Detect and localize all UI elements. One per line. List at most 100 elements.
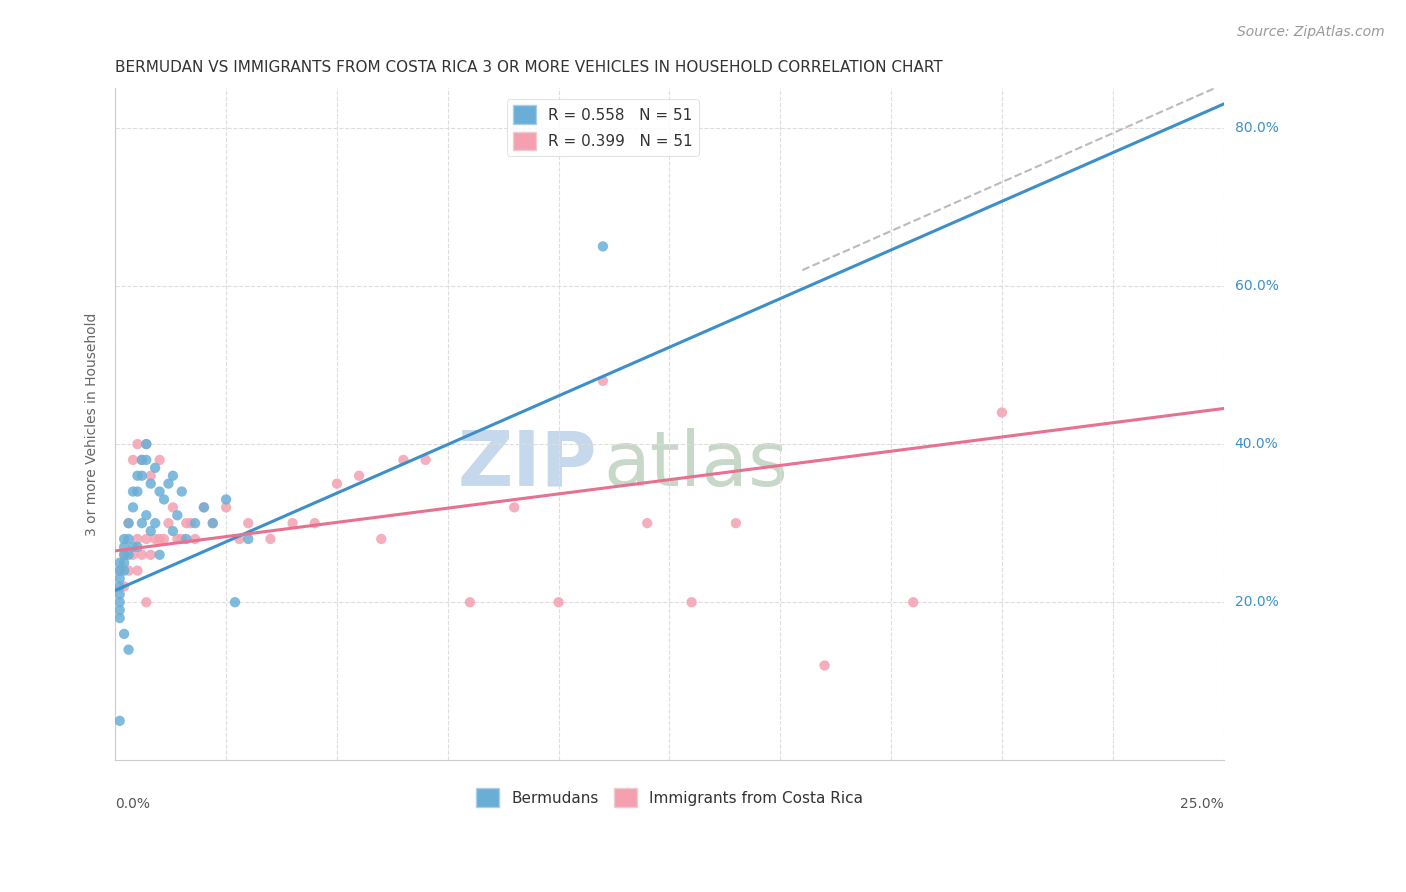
Point [112, 540, 135, 554]
Text: 25.0%: 25.0% [1180, 797, 1223, 812]
Point [215, 500, 238, 515]
Point [170, 484, 193, 499]
Point [127, 564, 149, 578]
Point [991, 405, 1014, 419]
Text: Source: ZipAtlas.com: Source: ZipAtlas.com [1237, 25, 1385, 39]
Point [135, 437, 157, 451]
Point [503, 500, 526, 515]
Point [193, 500, 215, 515]
Text: 20.0%: 20.0% [1234, 595, 1278, 609]
Point [162, 468, 184, 483]
Point [143, 516, 166, 531]
Point [153, 492, 176, 507]
Point [117, 548, 139, 562]
Point [139, 548, 162, 562]
Point [108, 714, 131, 728]
Point [127, 437, 149, 451]
Point [149, 484, 172, 499]
Point [131, 453, 153, 467]
Point [135, 453, 157, 467]
Text: BERMUDAN VS IMMIGRANTS FROM COSTA RICA 3 OR MORE VEHICLES IN HOUSEHOLD CORRELATI: BERMUDAN VS IMMIGRANTS FROM COSTA RICA 3… [115, 60, 943, 75]
Point [117, 564, 139, 578]
Point [117, 516, 139, 531]
Point [131, 468, 153, 483]
Point [903, 595, 925, 609]
Point [112, 556, 135, 570]
Point [122, 484, 145, 499]
Point [108, 556, 131, 570]
Point [224, 595, 246, 609]
Point [238, 532, 260, 546]
Point [281, 516, 304, 531]
Point [108, 587, 131, 601]
Point [201, 516, 224, 531]
Point [143, 460, 166, 475]
Point [135, 508, 157, 523]
Point [174, 516, 197, 531]
Point [117, 642, 139, 657]
Point [162, 500, 184, 515]
Point [135, 437, 157, 451]
Point [131, 516, 153, 531]
Point [238, 516, 260, 531]
Point [117, 516, 139, 531]
Point [135, 595, 157, 609]
Point [392, 453, 415, 467]
Point [122, 540, 145, 554]
Point [547, 595, 569, 609]
Point [112, 532, 135, 546]
Point [122, 548, 145, 562]
Point [112, 627, 135, 641]
Point [347, 468, 370, 483]
Point [127, 532, 149, 546]
Point [127, 468, 149, 483]
Point [724, 516, 747, 531]
Point [813, 658, 835, 673]
Point [108, 564, 131, 578]
Point [153, 532, 176, 546]
Point [108, 603, 131, 617]
Point [135, 532, 157, 546]
Point [149, 453, 172, 467]
Point [166, 532, 188, 546]
Point [127, 540, 149, 554]
Point [112, 564, 135, 578]
Point [108, 611, 131, 625]
Point [215, 492, 238, 507]
Text: ZIP: ZIP [458, 427, 598, 501]
Point [149, 548, 172, 562]
Point [139, 476, 162, 491]
Point [131, 453, 153, 467]
Y-axis label: 3 or more Vehicles in Household: 3 or more Vehicles in Household [86, 312, 100, 536]
Point [149, 532, 172, 546]
Point [143, 532, 166, 546]
Point [259, 532, 281, 546]
Point [184, 532, 207, 546]
Point [170, 532, 193, 546]
Text: 80.0%: 80.0% [1234, 120, 1278, 135]
Point [166, 508, 188, 523]
Point [108, 579, 131, 593]
Point [370, 532, 392, 546]
Point [108, 595, 131, 609]
Point [122, 453, 145, 467]
Text: 40.0%: 40.0% [1234, 437, 1278, 451]
Point [415, 453, 437, 467]
Text: atlas: atlas [603, 427, 787, 501]
Point [122, 500, 145, 515]
Legend: Bermudans, Immigrants from Costa Rica: Bermudans, Immigrants from Costa Rica [470, 782, 869, 814]
Text: 60.0%: 60.0% [1234, 279, 1278, 293]
Point [184, 516, 207, 531]
Point [180, 516, 202, 531]
Point [127, 484, 149, 499]
Point [592, 374, 614, 388]
Point [636, 516, 658, 531]
Point [117, 532, 139, 546]
Point [139, 524, 162, 538]
Point [162, 524, 184, 538]
Point [108, 572, 131, 586]
Point [458, 595, 481, 609]
Point [112, 548, 135, 562]
Point [592, 239, 614, 253]
Point [108, 564, 131, 578]
